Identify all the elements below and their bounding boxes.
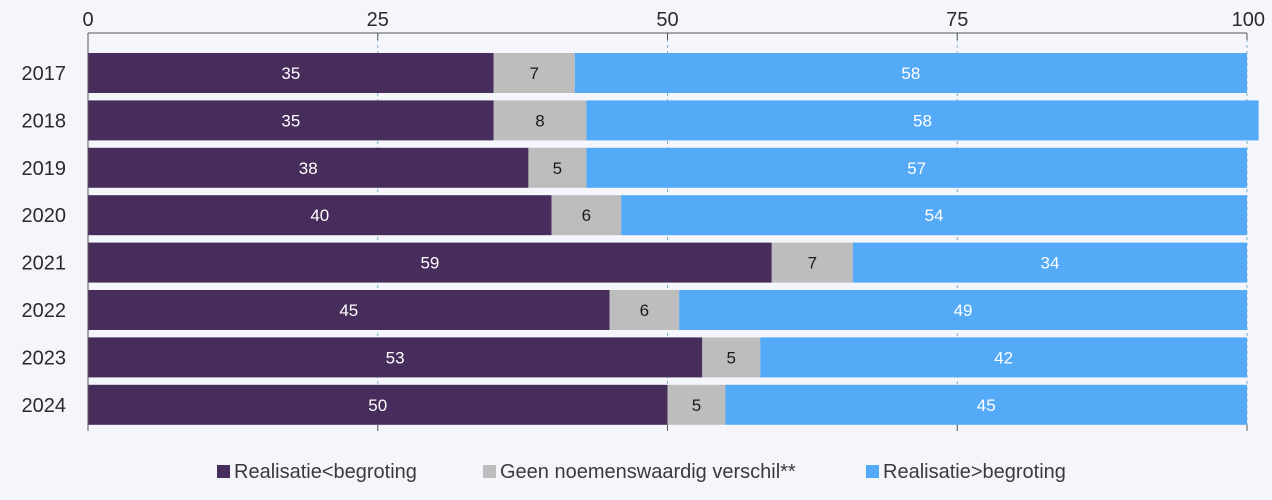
data-label: 5	[692, 396, 701, 415]
data-label: 42	[994, 348, 1013, 367]
x-tick-label: 25	[367, 9, 389, 31]
bar-segment	[771, 242, 853, 283]
x-tick-label: 0	[82, 9, 93, 31]
bar-segment	[88, 195, 552, 236]
data-label: 53	[386, 348, 405, 367]
data-label: 8	[535, 111, 544, 130]
data-label: 5	[553, 159, 562, 178]
legend-swatch	[483, 465, 496, 478]
axes: 0 25 50 75 100201720182019202020212022202320…	[22, 9, 1265, 431]
category-label: 2018	[22, 110, 67, 132]
data-label: 59	[420, 254, 439, 273]
data-label: 34	[1041, 254, 1060, 273]
bar-segment	[88, 53, 494, 93]
data-label: 58	[901, 64, 920, 83]
category-label: 2024	[22, 395, 67, 417]
legend-label: Realisatie>begroting	[883, 461, 1066, 483]
data-label: 5	[727, 348, 736, 367]
data-label: 49	[954, 301, 973, 320]
legend: Realisatie<begroting Geen noemenswaardig …	[217, 461, 1066, 483]
category-label: 2017	[22, 63, 67, 85]
data-label: 50	[368, 396, 387, 415]
bar-segment	[88, 290, 610, 330]
data-label: 7	[529, 64, 538, 83]
bar-segment	[88, 100, 494, 141]
category-label: 2023	[22, 347, 67, 369]
category-label: 2022	[22, 300, 67, 322]
data-label: 54	[925, 206, 944, 225]
bar-segment	[88, 337, 703, 378]
data-label: 45	[339, 301, 358, 320]
data-label: 7	[808, 254, 817, 273]
bar-segment	[586, 147, 1247, 188]
data-label: 40	[310, 206, 329, 225]
bar-segment	[88, 147, 529, 188]
legend-label: Realisatie<begroting	[234, 461, 417, 483]
bar-segment	[702, 337, 761, 378]
bar-segment	[679, 290, 1247, 330]
category-label: 2020	[22, 205, 67, 227]
data-label: 6	[640, 301, 649, 320]
x-tick-label: 75	[946, 9, 968, 31]
legend-label: Geen noemenswaardig verschil**	[500, 461, 796, 483]
bar-segment	[493, 100, 587, 141]
data-label: 35	[281, 64, 300, 83]
bar-segment	[852, 242, 1247, 283]
bar-segment	[609, 290, 680, 330]
bar-segment	[586, 100, 1259, 141]
bar-segment	[667, 384, 726, 425]
data-label: 35	[281, 111, 300, 130]
data-label: 45	[977, 396, 996, 415]
bar-segment	[725, 384, 1247, 425]
x-tick-label: 50	[656, 9, 678, 31]
bar-segment	[621, 195, 1247, 236]
bar-segment	[88, 242, 772, 283]
bar-segment	[88, 384, 668, 425]
legend-swatch	[217, 465, 230, 478]
data-label: 58	[913, 111, 932, 130]
bar-segment	[528, 147, 587, 188]
data-label: 38	[299, 159, 318, 178]
bar-segment	[574, 53, 1247, 93]
data-label: 6	[582, 206, 591, 225]
bar-segment	[551, 195, 622, 236]
x-tick-label: 100	[1232, 9, 1265, 31]
bar-segment	[493, 53, 575, 93]
data-label: 57	[907, 159, 926, 178]
legend-swatch	[866, 465, 879, 478]
category-label: 2019	[22, 158, 67, 180]
category-label: 2021	[22, 253, 67, 275]
bars: 35 7 58 35 8 58 38 5 57 40 6 54 59 7 34 45 6 49 53 5 42 50 5 45	[88, 53, 1259, 425]
bar-segment	[760, 337, 1247, 378]
